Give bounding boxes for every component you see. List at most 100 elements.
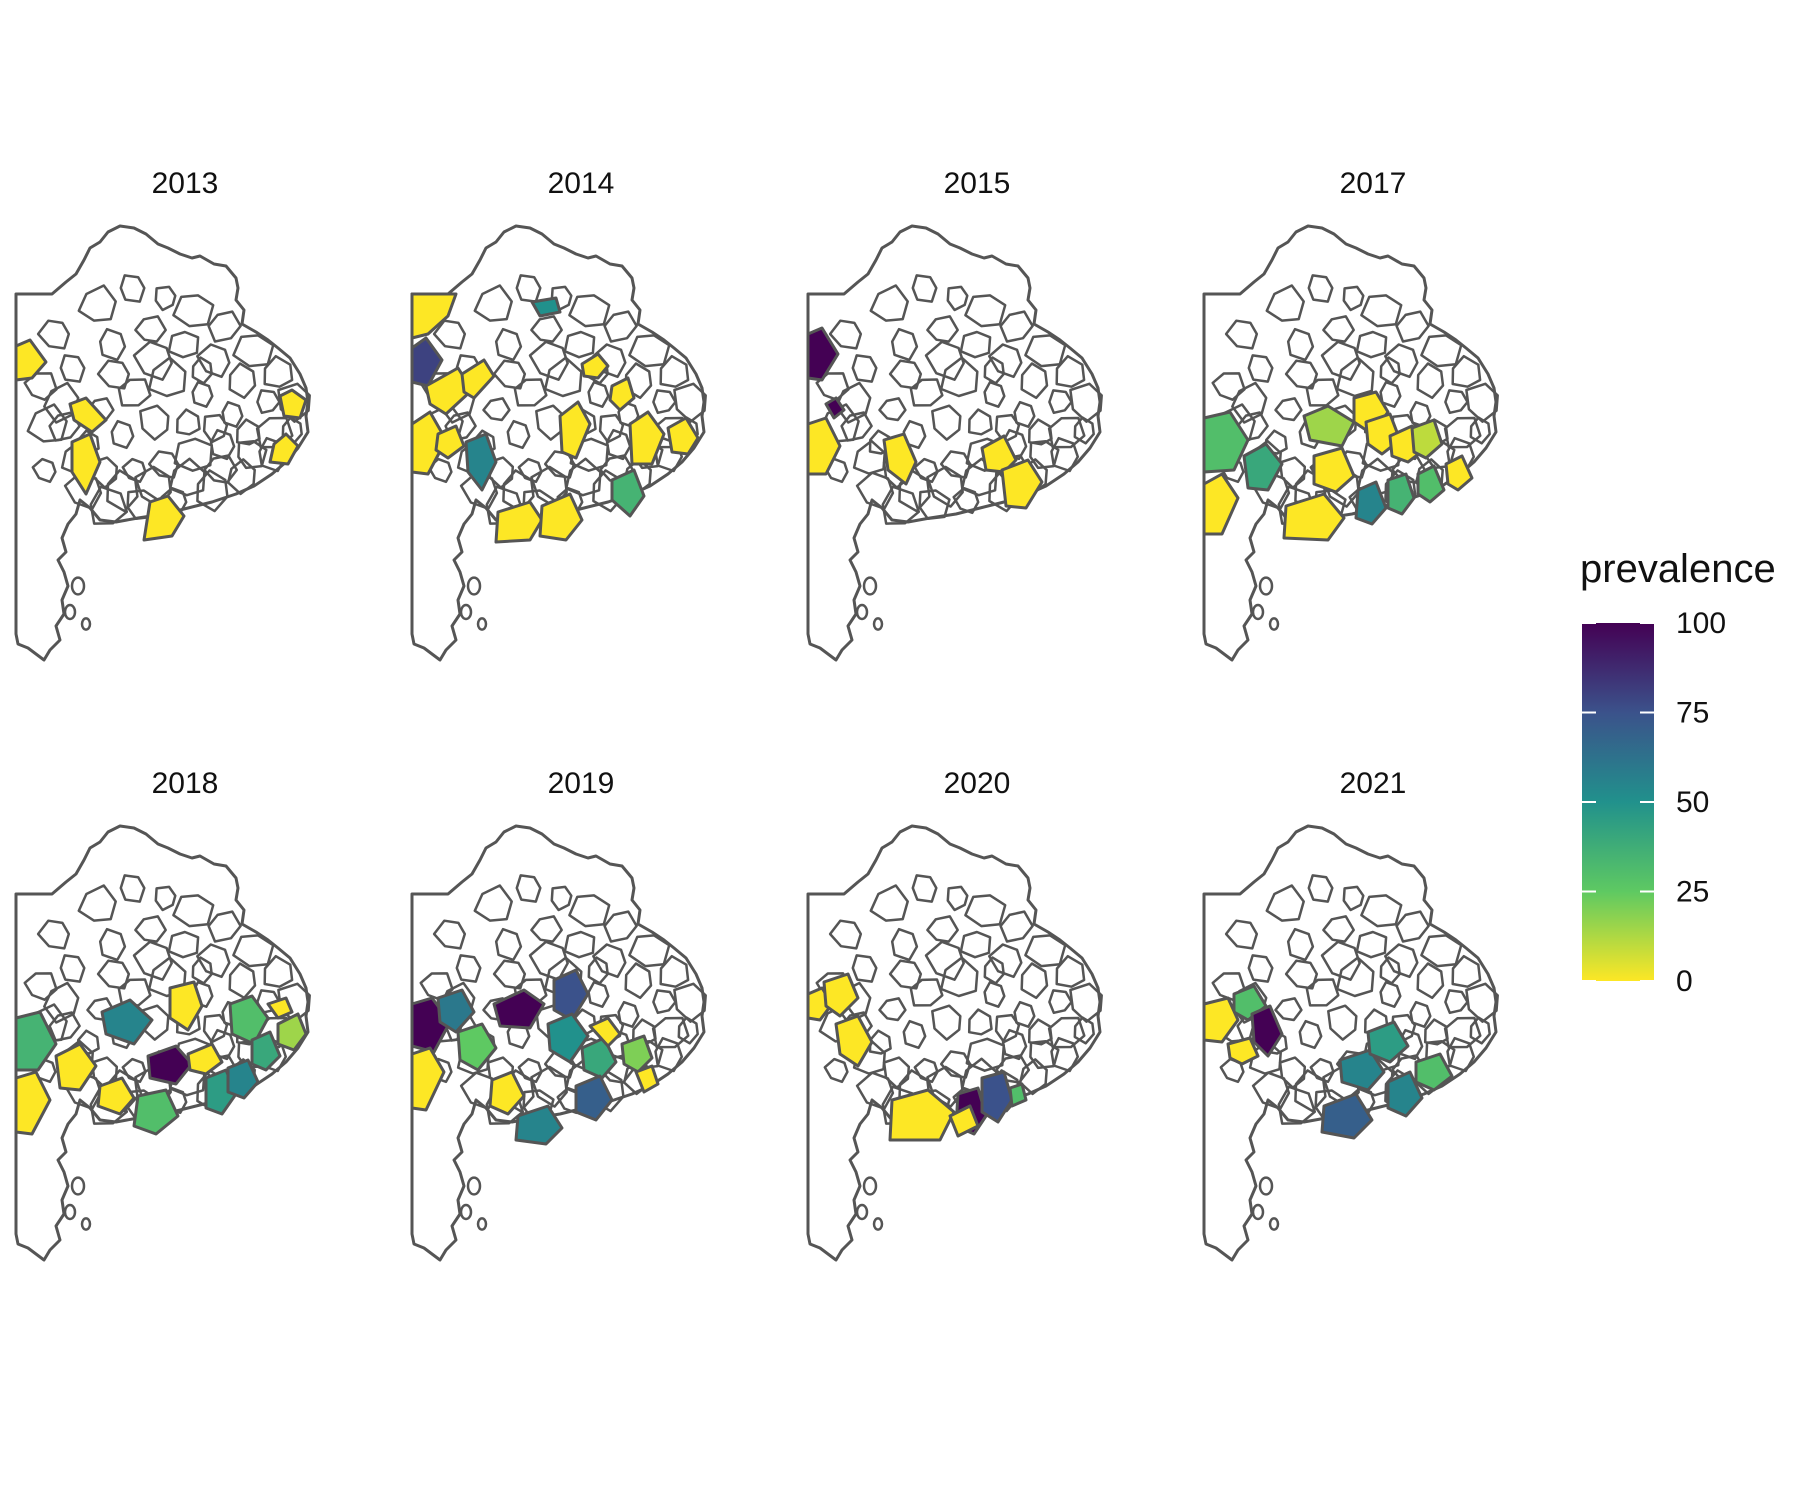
district-2018-0[interactable] xyxy=(14,1010,58,1072)
district-boundary xyxy=(835,381,872,424)
district-2019-6[interactable] xyxy=(410,1046,446,1112)
district-2020-6[interactable] xyxy=(1008,1082,1028,1108)
district-2019-8[interactable] xyxy=(514,1104,564,1146)
district-2017-0[interactable] xyxy=(1202,410,1250,474)
district-2018-2[interactable] xyxy=(54,1042,98,1092)
district-2014-3[interactable] xyxy=(460,358,496,400)
province-map xyxy=(1202,824,1499,1262)
district-2018-14[interactable] xyxy=(266,996,294,1020)
district-2014-10[interactable] xyxy=(494,500,544,544)
district-2020-1[interactable] xyxy=(822,972,860,1018)
district-2019-7[interactable] xyxy=(488,1070,526,1116)
district-2014-9[interactable] xyxy=(628,410,666,466)
district-2017-3[interactable] xyxy=(1302,404,1356,448)
district-2018-6[interactable] xyxy=(96,1076,136,1116)
district-2019-1[interactable] xyxy=(436,988,476,1034)
district-boundary xyxy=(617,1000,640,1028)
district-2017-1[interactable] xyxy=(1202,472,1240,536)
district-boundary xyxy=(119,274,146,303)
district-2021-7[interactable] xyxy=(1386,1070,1424,1118)
district-2018-11[interactable] xyxy=(226,1058,260,1100)
district-boundary xyxy=(1342,885,1365,912)
district-2014-2[interactable] xyxy=(424,366,474,416)
district-2017-13[interactable] xyxy=(1312,446,1356,494)
district-2019-2[interactable] xyxy=(492,988,546,1030)
district-2017-2[interactable] xyxy=(1242,442,1284,492)
district-2013-4[interactable] xyxy=(278,388,308,420)
district-boundary xyxy=(482,397,511,422)
district-2017-10[interactable] xyxy=(1386,472,1416,516)
district-boundary xyxy=(587,380,610,408)
district-2014-1[interactable] xyxy=(410,336,444,388)
district-2021-3[interactable] xyxy=(1226,1036,1260,1066)
district-2017-9[interactable] xyxy=(1354,480,1388,526)
district-2014-0[interactable] xyxy=(410,292,458,340)
district-2014-7[interactable] xyxy=(558,400,592,460)
district-2020-2[interactable] xyxy=(834,1014,874,1068)
district-2014-5[interactable] xyxy=(464,432,498,492)
district-2019-5[interactable] xyxy=(456,1022,498,1072)
district-2015-1[interactable] xyxy=(824,396,846,420)
district-2014-4[interactable] xyxy=(410,410,448,476)
district-2013-5[interactable] xyxy=(268,432,300,466)
district-2015-2[interactable] xyxy=(806,416,842,476)
district-boundary xyxy=(432,319,467,350)
district-boundary xyxy=(1224,319,1259,350)
district-2018-8[interactable] xyxy=(186,1042,224,1076)
district-2021-1[interactable] xyxy=(1202,996,1240,1044)
district-2014-15[interactable] xyxy=(580,352,610,380)
district-2014-11[interactable] xyxy=(538,492,584,542)
district-2013-3[interactable] xyxy=(142,494,186,542)
district-2018-4[interactable] xyxy=(168,980,204,1032)
district-2021-2[interactable] xyxy=(1250,1004,1284,1058)
district-2019-4[interactable] xyxy=(546,1012,590,1064)
district-2013-0[interactable] xyxy=(14,338,48,382)
district-2019-12[interactable] xyxy=(588,1016,622,1048)
district-2015-0[interactable] xyxy=(806,326,840,382)
district-boundary xyxy=(952,486,980,515)
district-2021-6[interactable] xyxy=(1320,1092,1374,1140)
district-2019-13[interactable] xyxy=(634,1064,660,1094)
district-2014-13[interactable] xyxy=(666,416,700,456)
map-panel-2015: 2015 xyxy=(806,167,1103,662)
coastline-islands xyxy=(63,576,92,631)
district-2020-5[interactable] xyxy=(980,1070,1014,1124)
district-2014-8[interactable] xyxy=(608,376,636,412)
district-2015-5[interactable] xyxy=(1000,458,1044,510)
district-boundary xyxy=(191,956,213,985)
district-2014-12[interactable] xyxy=(610,468,646,518)
district-boundary xyxy=(1018,1058,1048,1096)
district-2020-7[interactable] xyxy=(948,1104,980,1138)
district-2019-10[interactable] xyxy=(574,1074,614,1122)
district-2020-3[interactable] xyxy=(888,1088,956,1142)
district-2018-7[interactable] xyxy=(132,1088,180,1136)
district-boundary xyxy=(913,1057,939,1084)
district-2019-3[interactable] xyxy=(552,968,590,1022)
district-2014-6[interactable] xyxy=(530,296,562,318)
district-2018-12[interactable] xyxy=(250,1030,282,1072)
district-2017-11[interactable] xyxy=(1416,464,1446,504)
district-2021-8[interactable] xyxy=(1414,1052,1454,1092)
district-2017-7[interactable] xyxy=(1410,418,1444,460)
district-boundary xyxy=(1073,1016,1095,1045)
district-boundary xyxy=(902,419,927,450)
district-2014-14[interactable] xyxy=(434,424,466,460)
district-2013-2[interactable] xyxy=(70,432,102,496)
district-boundary xyxy=(1320,340,1361,381)
district-2013-1[interactable] xyxy=(68,396,108,434)
district-2018-1[interactable] xyxy=(14,1070,52,1136)
district-2018-9[interactable] xyxy=(228,994,270,1046)
district-2021-5[interactable] xyxy=(1366,1020,1410,1064)
island xyxy=(862,1176,878,1196)
district-2019-11[interactable] xyxy=(620,1034,654,1074)
district-2017-12[interactable] xyxy=(1444,454,1474,492)
district-2018-5[interactable] xyxy=(146,1044,194,1086)
district-2015-3[interactable] xyxy=(882,432,918,486)
district-2021-4[interactable] xyxy=(1338,1048,1386,1092)
district-2017-8[interactable] xyxy=(1282,492,1346,542)
district-boundary xyxy=(564,457,602,497)
district-boundary xyxy=(207,910,242,943)
district-boundary xyxy=(1307,874,1334,903)
district-2018-13[interactable] xyxy=(276,1012,308,1052)
district-2018-3[interactable] xyxy=(100,998,154,1046)
